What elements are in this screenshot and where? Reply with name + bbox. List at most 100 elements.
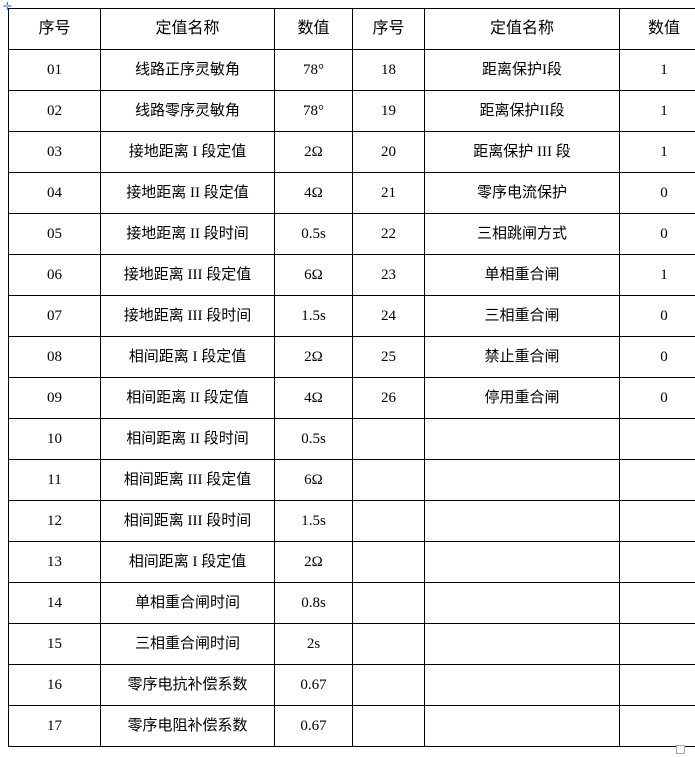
header-value-2: 数值 xyxy=(619,8,695,50)
table-row: 10 相间距离 II 段时间 0.5s xyxy=(8,418,695,460)
cell-value-right: 1 xyxy=(619,254,695,296)
cell-no-right: 19 xyxy=(352,90,425,132)
cell-value-left: 78° xyxy=(274,49,353,91)
header-value-1: 数值 xyxy=(274,8,353,50)
cell-no-left: 14 xyxy=(8,582,101,624)
cell-name-right xyxy=(424,500,620,542)
table-row: 12 相间距离 III 段时间 1.5s xyxy=(8,500,695,542)
cell-name-right xyxy=(424,623,620,665)
cell-name-right xyxy=(424,541,620,583)
cell-name-left: 接地距离 II 段定值 xyxy=(100,172,275,214)
table-row: 04 接地距离 II 段定值 4Ω 21 零序电流保护 0 xyxy=(8,172,695,214)
table-row: 06 接地距离 III 段定值 6Ω 23 单相重合闸 1 xyxy=(8,254,695,296)
cell-value-left: 6Ω xyxy=(274,459,353,501)
cell-no-left: 07 xyxy=(8,295,101,337)
cell-name-left: 单相重合闸时间 xyxy=(100,582,275,624)
cell-no-right xyxy=(352,418,425,460)
cell-no-left: 06 xyxy=(8,254,101,296)
cell-no-right xyxy=(352,664,425,706)
cell-name-left: 零序电阻补偿系数 xyxy=(100,705,275,747)
cell-name-right xyxy=(424,418,620,460)
cell-name-left: 线路零序灵敏角 xyxy=(100,90,275,132)
table-row: 13 相间距离 I 段定值 2Ω xyxy=(8,541,695,583)
cell-value-right: 0 xyxy=(619,377,695,419)
cell-no-right: 24 xyxy=(352,295,425,337)
cell-value-right xyxy=(619,664,695,706)
cell-name-right: 停用重合闸 xyxy=(424,377,620,419)
cell-no-right xyxy=(352,623,425,665)
settings-table-body: 序号 定值名称 数值 序号 定值名称 数值 01 线路正序灵敏角 78° 18 距离保护… xyxy=(8,8,695,747)
cell-no-left: 01 xyxy=(8,49,101,91)
cell-no-right xyxy=(352,459,425,501)
cell-value-right: 0 xyxy=(619,213,695,255)
cell-no-right: 20 xyxy=(352,131,425,173)
header-no-1: 序号 xyxy=(8,8,101,50)
header-name-2: 定值名称 xyxy=(424,8,620,50)
cell-name-right: 距离保护II段 xyxy=(424,90,620,132)
cell-name-right xyxy=(424,582,620,624)
settings-table: 序号 定值名称 数值 序号 定值名称 数值 01 线路正序灵敏角 78° 18 距离保护… xyxy=(8,8,695,747)
cell-value-left: 2Ω xyxy=(274,131,353,173)
table-row: 14 单相重合闸时间 0.8s xyxy=(8,582,695,624)
header-name-1: 定值名称 xyxy=(100,8,275,50)
cell-value-left: 0.67 xyxy=(274,705,353,747)
cell-value-left: 2Ω xyxy=(274,336,353,378)
cell-no-right: 21 xyxy=(352,172,425,214)
table-move-handle-icon[interactable]: ✛ xyxy=(2,0,13,13)
cell-name-left: 零序电抗补偿系数 xyxy=(100,664,275,706)
cell-no-right: 26 xyxy=(352,377,425,419)
cell-value-right xyxy=(619,459,695,501)
cell-value-right xyxy=(619,623,695,665)
cell-value-right: 0 xyxy=(619,336,695,378)
table-row: 07 接地距离 III 段时间 1.5s 24 三相重合闸 0 xyxy=(8,295,695,337)
cell-name-left: 三相重合闸时间 xyxy=(100,623,275,665)
cell-value-right: 1 xyxy=(619,131,695,173)
cell-name-left: 接地距离 II 段时间 xyxy=(100,213,275,255)
table-row: 16 零序电抗补偿系数 0.67 xyxy=(8,664,695,706)
cell-name-left: 相间距离 I 段定值 xyxy=(100,541,275,583)
table-row: 15 三相重合闸时间 2s xyxy=(8,623,695,665)
cell-name-left: 相间距离 III 段定值 xyxy=(100,459,275,501)
table-row: 05 接地距离 II 段时间 0.5s 22 三相跳闸方式 0 xyxy=(8,213,695,255)
cell-value-left: 0.67 xyxy=(274,664,353,706)
table-row: 08 相间距离 I 段定值 2Ω 25 禁止重合闸 0 xyxy=(8,336,695,378)
cell-no-left: 12 xyxy=(8,500,101,542)
table-row: 11 相间距离 III 段定值 6Ω xyxy=(8,459,695,501)
cell-no-left: 15 xyxy=(8,623,101,665)
cell-name-right: 单相重合闸 xyxy=(424,254,620,296)
cell-value-right xyxy=(619,500,695,542)
cell-no-right: 23 xyxy=(352,254,425,296)
cell-name-left: 线路正序灵敏角 xyxy=(100,49,275,91)
cell-name-left: 相间距离 II 段定值 xyxy=(100,377,275,419)
cell-no-right xyxy=(352,541,425,583)
table-resize-handle[interactable] xyxy=(676,745,685,754)
cell-name-right: 禁止重合闸 xyxy=(424,336,620,378)
cell-no-right: 22 xyxy=(352,213,425,255)
cell-value-right xyxy=(619,541,695,583)
cell-no-left: 05 xyxy=(8,213,101,255)
cell-no-left: 08 xyxy=(8,336,101,378)
cell-name-left: 相间距离 III 段时间 xyxy=(100,500,275,542)
cell-value-right xyxy=(619,582,695,624)
cell-name-right: 零序电流保护 xyxy=(424,172,620,214)
table-row: 09 相间距离 II 段定值 4Ω 26 停用重合闸 0 xyxy=(8,377,695,419)
cell-name-left: 接地距离 III 段时间 xyxy=(100,295,275,337)
cell-no-left: 09 xyxy=(8,377,101,419)
cell-name-right: 三相重合闸 xyxy=(424,295,620,337)
cell-no-right xyxy=(352,500,425,542)
cell-name-left: 接地距离 III 段定值 xyxy=(100,254,275,296)
cell-name-right xyxy=(424,705,620,747)
cell-value-left: 4Ω xyxy=(274,377,353,419)
cell-value-right: 0 xyxy=(619,172,695,214)
table-row: 01 线路正序灵敏角 78° 18 距离保护I段 1 xyxy=(8,49,695,91)
table-header-row: 序号 定值名称 数值 序号 定值名称 数值 xyxy=(8,8,695,50)
cell-value-left: 2s xyxy=(274,623,353,665)
cell-no-left: 10 xyxy=(8,418,101,460)
cell-no-left: 02 xyxy=(8,90,101,132)
header-no-2: 序号 xyxy=(352,8,425,50)
cell-no-left: 13 xyxy=(8,541,101,583)
table-row: 02 线路零序灵敏角 78° 19 距离保护II段 1 xyxy=(8,90,695,132)
cell-value-left: 78° xyxy=(274,90,353,132)
cell-value-left: 0.5s xyxy=(274,418,353,460)
